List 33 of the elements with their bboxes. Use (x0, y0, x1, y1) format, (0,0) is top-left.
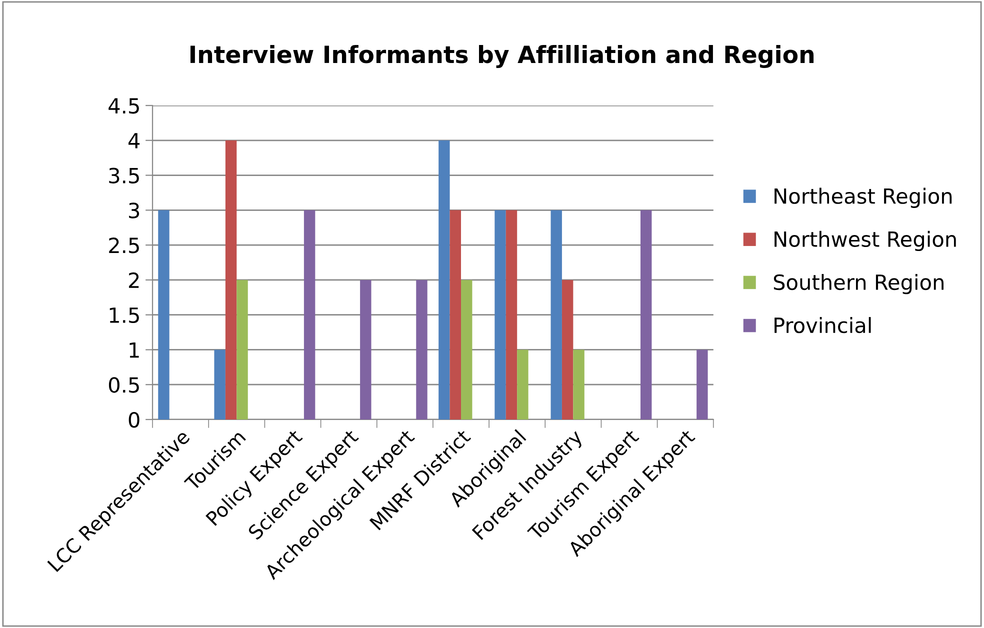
bar (158, 210, 170, 420)
bar (517, 350, 528, 420)
bar (236, 280, 248, 420)
bar (573, 350, 584, 420)
y-tick-label: 0.5 (108, 377, 139, 393)
y-tick-label: 4 (128, 133, 140, 148)
legend-label: Northeast Region (774, 188, 952, 208)
legend-label: Northwest Region (774, 230, 956, 252)
y-tick-label: 1.5 (110, 308, 139, 324)
y-tick-label: 1 (130, 342, 139, 358)
y-tick-label: 2.5 (109, 238, 139, 254)
bar (494, 210, 506, 420)
bar (360, 280, 372, 420)
y-tick-label: 2 (128, 272, 139, 288)
bar (696, 350, 708, 420)
bar (450, 210, 462, 420)
bar (304, 210, 316, 420)
bar (438, 140, 450, 420)
bar (562, 280, 574, 420)
y-tick-label: 3 (129, 202, 140, 218)
y-tick-label: 4.5 (108, 98, 139, 114)
bar (416, 280, 428, 420)
y-tick-label: 3.5 (109, 168, 139, 184)
bar (225, 140, 237, 420)
legend-label: Provincial (774, 317, 871, 334)
legend-label: Southern Region (774, 274, 944, 294)
bar (550, 210, 562, 420)
chart-title: Interview Informants by Affilliation and Region (190, 45, 814, 68)
y-tick-label: 0 (128, 412, 140, 428)
bar (214, 350, 226, 420)
bar (640, 210, 652, 420)
bar (506, 210, 518, 420)
bar (461, 280, 472, 420)
